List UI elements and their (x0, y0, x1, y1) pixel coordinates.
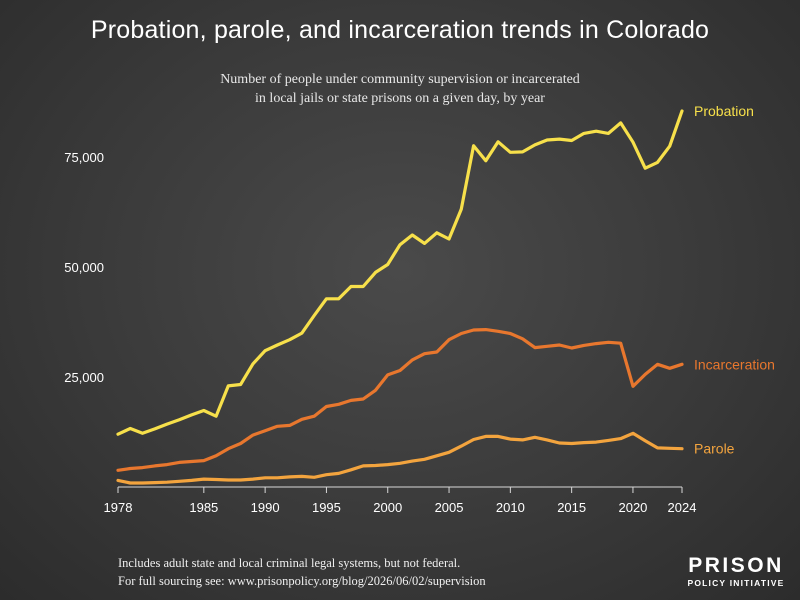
chart-subtitle: Number of people under community supervi… (0, 70, 800, 108)
x-tick-label: 1990 (251, 500, 280, 515)
source-note-line-1: Includes adult state and local criminal … (118, 556, 461, 570)
axis-layer: 1978 1985 1990 1995 2000 2005 2010 2015 2020 2024… (64, 150, 696, 515)
series-label-parole: Parole (694, 441, 735, 457)
logo-line-2: POLICY INITIATIVE (687, 578, 785, 588)
source-note-line-2: For full sourcing see: www.prisonpolicy.… (118, 574, 486, 588)
x-tick-label: 2010 (496, 500, 525, 515)
series-label-probation: Probation (694, 103, 754, 119)
series-line-parole (116, 431, 684, 485)
logo-line-1: PRISON (688, 554, 784, 577)
x-tick-label: 2024 (668, 500, 697, 515)
x-tick-label: 1985 (189, 500, 218, 515)
series-layer (116, 109, 684, 485)
y-tick-label: 75,000 (64, 150, 104, 165)
subtitle-line-1: Number of people under community supervi… (220, 72, 580, 87)
source-note: Includes adult state and local criminal … (118, 554, 486, 590)
prison-policy-logo: PRISON POLICY INITIATIVE (686, 555, 786, 589)
x-tick-label: 2000 (373, 500, 402, 515)
x-tick-label: 1995 (312, 500, 341, 515)
series-line-probation (116, 109, 684, 436)
x-tick-label: 2015 (557, 500, 586, 515)
y-tick-label: 25,000 (64, 370, 104, 385)
x-tick-label: 1978 (104, 500, 133, 515)
series-line-incarceration (116, 328, 684, 472)
x-tick-label: 2005 (435, 500, 464, 515)
x-tick-label: 2020 (618, 500, 647, 515)
subtitle-line-2: in local jails or state prisons on a giv… (255, 91, 545, 106)
series-label-layer: Probation Incarceration Parole (694, 103, 775, 457)
y-tick-label: 50,000 (64, 260, 104, 275)
series-label-incarceration: Incarceration (694, 356, 775, 372)
chart-title: Probation, parole, and incarceration tre… (90, 16, 710, 44)
